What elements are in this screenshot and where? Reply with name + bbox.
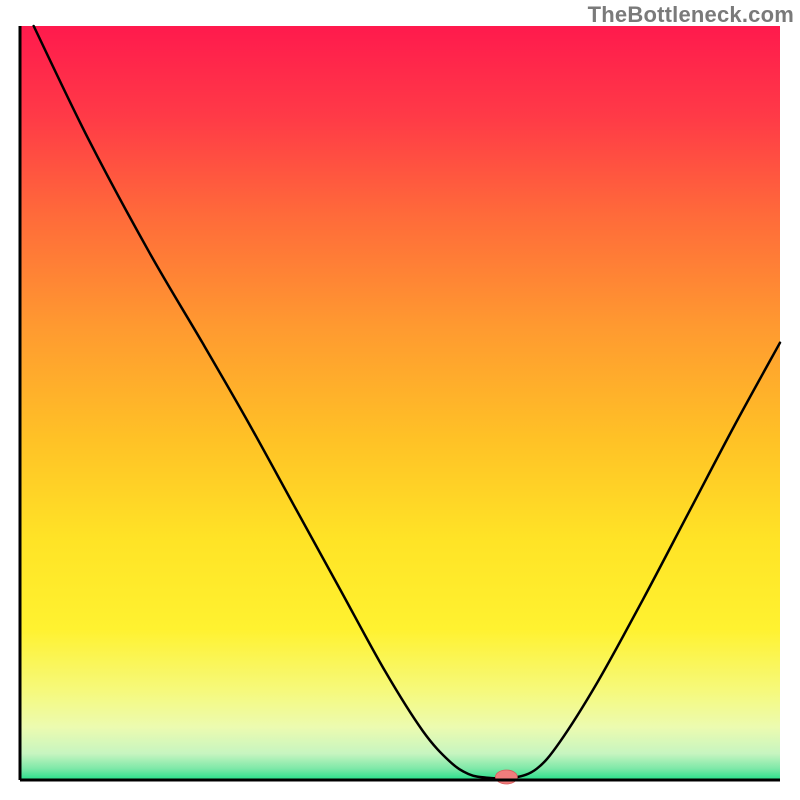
chart-background	[20, 26, 780, 780]
chart-container: TheBottleneck.com	[0, 0, 800, 800]
chart-svg	[0, 0, 800, 800]
watermark-text: TheBottleneck.com	[588, 2, 794, 28]
optimal-marker	[495, 770, 517, 784]
